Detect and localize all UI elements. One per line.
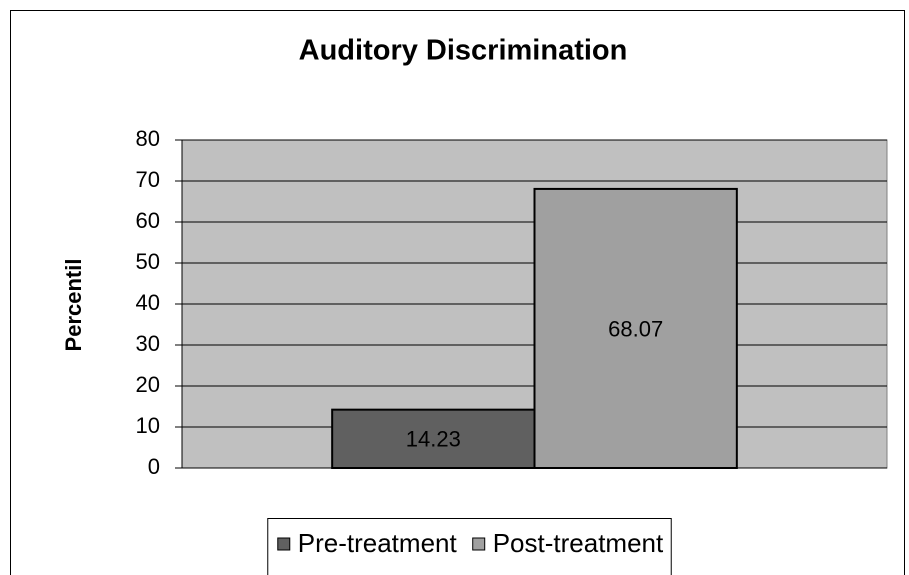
bar xyxy=(533,187,738,469)
y-tick-label: 50 xyxy=(136,249,160,274)
legend-label: Post-treatment xyxy=(493,528,664,558)
bar xyxy=(331,408,536,470)
legend-box xyxy=(267,518,672,575)
legend-swatch xyxy=(277,537,291,551)
legend-swatch xyxy=(472,537,486,551)
data-label: 68.07 xyxy=(608,316,663,341)
y-tick-label: 60 xyxy=(136,208,160,233)
data-label: 14.23 xyxy=(406,427,461,452)
y-axis-label: Percentil xyxy=(61,259,86,352)
y-tick-label: 40 xyxy=(136,290,160,315)
y-tick-label: 10 xyxy=(136,413,160,438)
legend: Pre-treatment Post-treatment xyxy=(267,518,672,575)
y-tick-label: 30 xyxy=(136,331,160,356)
legend-label: Pre-treatment xyxy=(298,528,458,558)
y-tick-label: 80 xyxy=(136,126,160,151)
y-tick-label: 0 xyxy=(148,454,160,479)
chart-title: Auditory Discrimination xyxy=(299,35,628,67)
y-tick-label: 70 xyxy=(136,167,160,192)
y-tick-label: 20 xyxy=(136,372,160,397)
